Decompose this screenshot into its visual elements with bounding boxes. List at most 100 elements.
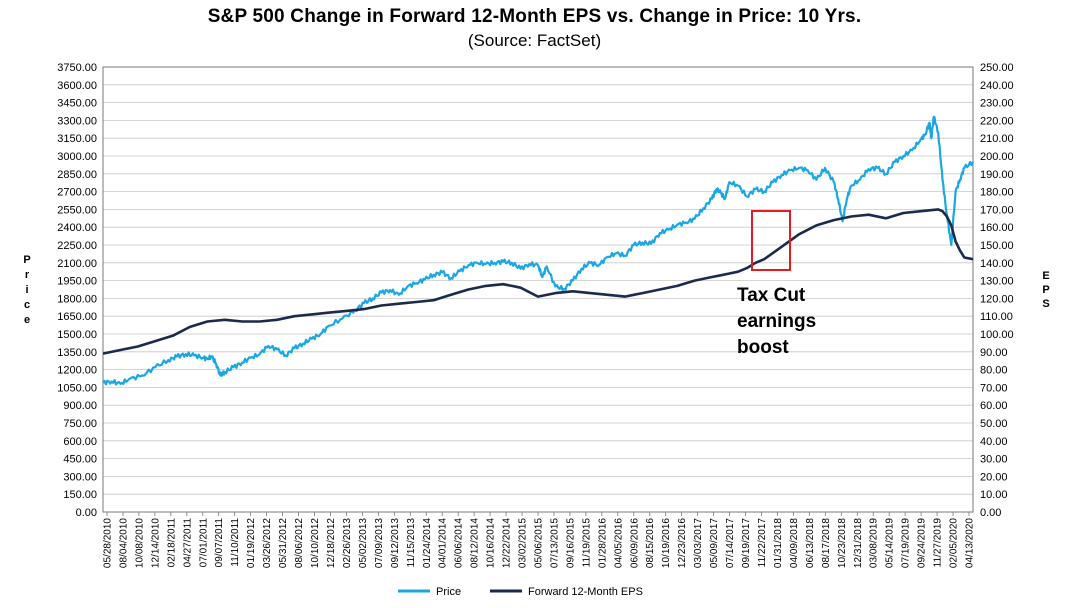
x-tick-label: 02/18/2011 (166, 518, 177, 568)
right-y-tick-label: 250.00 (980, 62, 1014, 74)
legend: Price Forward 12-Month EPS (398, 586, 643, 598)
right-y-tick-label: 50.00 (980, 418, 1008, 430)
left-y-tick-label: 1200.00 (57, 365, 97, 377)
left-y-tick-label: 2550.00 (57, 204, 97, 216)
tax-cut-highlight-box (751, 210, 791, 271)
x-tick-label: 11/22/2017 (757, 518, 768, 568)
left-y-tick-label: 600.00 (63, 436, 97, 448)
left-y-tick-label: 750.00 (63, 418, 97, 430)
left-y-tick-label: 3000.00 (57, 151, 97, 163)
x-tick-label: 10/23/2018 (837, 518, 848, 568)
x-tick-label: 08/17/2018 (821, 518, 832, 568)
left-y-tick-label: 1500.00 (57, 329, 97, 341)
gridlines (103, 84, 973, 495)
x-tick-label: 11/27/2019 (933, 518, 944, 568)
legend-eps-label: Forward 12-Month EPS (528, 586, 643, 598)
x-tick-label: 09/07/2011 (214, 518, 225, 568)
x-tick-label: 10/16/2014 (486, 518, 497, 568)
x-tick-label: 12/22/2014 (502, 518, 513, 568)
chart-title: S&P 500 Change in Forward 12-Month EPS v… (207, 6, 862, 27)
left-y-tick-label: 2100.00 (57, 258, 97, 270)
left-y-tick-label: 1650.00 (57, 311, 97, 323)
x-tick-label: 03/08/2019 (869, 518, 880, 568)
x-tick-label: 01/24/2014 (422, 518, 433, 568)
x-tick-label: 01/31/2018 (773, 518, 784, 568)
x-tick-label: 10/19/2016 (661, 518, 672, 568)
right-y-tick-label: 40.00 (980, 436, 1008, 448)
x-tick-label: 09/12/2013 (390, 518, 401, 568)
x-tick-label: 04/01/2014 (438, 518, 449, 568)
right-y-tick-label: 130.00 (980, 276, 1014, 288)
series-group (102, 115, 974, 386)
legend-price-label: Price (436, 586, 461, 598)
x-tick-label: 05/06/2015 (534, 518, 545, 568)
x-tick-label: 03/03/2017 (693, 518, 704, 568)
x-tick-label: 12/31/2018 (853, 518, 864, 568)
annotation-text-line: boost (737, 337, 789, 358)
left-y-tick-label: 300.00 (63, 471, 97, 483)
x-tick-label: 04/05/2016 (613, 518, 624, 568)
right-y-tick-label: 90.00 (980, 347, 1008, 359)
left-y-tick-label: 3300.00 (57, 115, 97, 127)
x-tick-label: 08/06/2012 (294, 518, 305, 568)
left-axis-label-letter: P (23, 254, 30, 266)
left-y-tick-label: 0.00 (76, 507, 97, 519)
x-tick-label: 04/27/2011 (182, 518, 193, 568)
right-y-tick-label: 160.00 (980, 222, 1014, 234)
right-y-tick-label: 10.00 (980, 489, 1008, 501)
left-y-tick-label: 150.00 (63, 489, 97, 501)
price-series-line (102, 115, 974, 386)
right-y-tick-label: 230.00 (980, 98, 1014, 110)
x-tick-label: 05/31/2012 (278, 518, 289, 568)
x-tick-label: 05/09/2017 (709, 518, 720, 568)
x-tick-label: 10/08/2010 (134, 518, 145, 568)
x-tick-label: 12/14/2010 (150, 518, 161, 568)
left-axis-label-letter: i (25, 284, 28, 296)
x-tick-label: 08/15/2016 (645, 518, 656, 568)
x-tick-label: 07/19/2019 (901, 518, 912, 568)
right-y-tick-label: 190.00 (980, 169, 1014, 181)
right-y-tick-label: 30.00 (980, 454, 1008, 466)
x-tick-label: 03/26/2012 (262, 518, 273, 568)
eps-series-line (102, 208, 974, 355)
left-y-tick-label: 450.00 (63, 454, 97, 466)
x-tick-label: 07/09/2013 (374, 518, 385, 568)
right-y-tick-label: 0.00 (980, 507, 1001, 519)
x-tick-label: 11/15/2013 (406, 518, 417, 568)
x-tick-label: 11/19/2015 (581, 518, 592, 568)
x-tick-label: 09/19/2017 (741, 518, 752, 568)
x-tick-label: 09/24/2019 (917, 518, 928, 568)
x-tick-label: 09/16/2015 (565, 518, 576, 568)
x-tick-label: 11/10/2011 (230, 518, 241, 567)
right-y-tick-label: 100.00 (980, 329, 1014, 341)
right-y-tick-label: 210.00 (980, 133, 1014, 145)
right-y-tick-label: 20.00 (980, 471, 1008, 483)
right-y-tick-label: 150.00 (980, 240, 1014, 252)
left-axis-label-letter: e (24, 314, 30, 326)
x-ticks: 05/28/2010 08/04/2010 10/08/2010 12/14/2010… (103, 512, 976, 568)
x-tick-label: 10/10/2012 (310, 518, 321, 568)
x-tick-label: 12/18/2012 (326, 518, 337, 568)
x-tick-label: 07/01/2011 (198, 518, 209, 568)
left-y-tick-label: 1050.00 (57, 382, 97, 394)
right-y-tick-label: 70.00 (980, 382, 1008, 394)
x-tick-label: 07/14/2017 (725, 518, 736, 568)
plot-frame (102, 66, 974, 513)
right-axis-label-letter: P (1042, 284, 1049, 296)
x-tick-label: 06/13/2018 (805, 518, 816, 568)
left-y-tick-label: 1800.00 (57, 293, 97, 305)
x-tick-label: 08/12/2014 (470, 518, 481, 568)
left-y-tick-label: 1350.00 (57, 347, 97, 359)
annotation: Tax Cut earnings boost (737, 210, 816, 358)
left-axis-label-letter: r (25, 269, 30, 281)
x-tick-label: 02/05/2020 (949, 518, 960, 568)
left-y-tick-label: 2250.00 (57, 240, 97, 252)
x-tick-label: 07/13/2015 (549, 518, 560, 568)
x-tick-label: 05/14/2019 (885, 518, 896, 568)
right-y-tick-label: 80.00 (980, 365, 1008, 377)
right-y-ticks: 250.00 240.00 230.00 220.00 210.00 200.00 190.… (980, 62, 1014, 519)
x-tick-label: 12/23/2016 (677, 518, 688, 568)
right-axis-label-letter: S (1042, 298, 1049, 310)
right-y-tick-label: 240.00 (980, 80, 1014, 92)
